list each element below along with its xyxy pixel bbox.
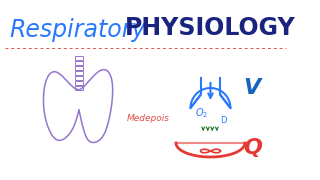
Text: V: V bbox=[244, 78, 261, 98]
Text: PHYSIOLOGY: PHYSIOLOGY bbox=[125, 16, 296, 40]
Text: Medepois: Medepois bbox=[126, 114, 169, 123]
Text: $O_2$: $O_2$ bbox=[195, 106, 208, 120]
Bar bbox=[75, 86, 83, 89]
Text: Q: Q bbox=[243, 138, 262, 158]
Bar bbox=[75, 76, 83, 80]
Text: D: D bbox=[220, 116, 227, 125]
Bar bbox=[75, 56, 83, 60]
Bar bbox=[75, 66, 83, 69]
Bar bbox=[75, 81, 83, 84]
Bar bbox=[75, 61, 83, 64]
Text: Respiratory: Respiratory bbox=[9, 18, 146, 42]
Bar bbox=[75, 71, 83, 75]
